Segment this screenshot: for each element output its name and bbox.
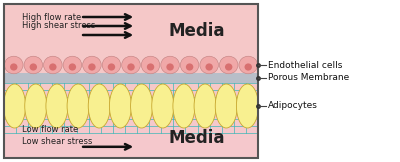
Bar: [4, 4, 258, 158]
Ellipse shape: [63, 56, 82, 74]
Ellipse shape: [49, 63, 56, 71]
Text: Porous Membrane: Porous Membrane: [268, 74, 349, 82]
Ellipse shape: [147, 63, 154, 71]
Text: High shear stress: High shear stress: [22, 22, 95, 30]
Ellipse shape: [88, 84, 110, 128]
Text: Low shear stress: Low shear stress: [22, 137, 92, 146]
Ellipse shape: [30, 63, 37, 71]
Ellipse shape: [69, 63, 76, 71]
Ellipse shape: [83, 56, 101, 74]
Ellipse shape: [194, 84, 216, 128]
Ellipse shape: [46, 84, 68, 128]
Bar: [4, 4, 258, 158]
Text: Low flow rate: Low flow rate: [22, 126, 78, 134]
Ellipse shape: [10, 63, 18, 71]
Ellipse shape: [236, 84, 258, 128]
Ellipse shape: [152, 84, 174, 128]
Ellipse shape: [122, 56, 140, 74]
Ellipse shape: [200, 56, 218, 74]
Ellipse shape: [44, 56, 62, 74]
Bar: [4, 73, 258, 83]
Text: Adipocytes: Adipocytes: [268, 102, 318, 110]
Ellipse shape: [215, 84, 237, 128]
Ellipse shape: [166, 63, 174, 71]
Text: High flow rate: High flow rate: [22, 12, 81, 22]
Ellipse shape: [4, 84, 26, 128]
Ellipse shape: [110, 84, 132, 128]
Text: Media: Media: [169, 129, 225, 147]
Ellipse shape: [4, 56, 23, 74]
Text: Media: Media: [169, 22, 225, 40]
Ellipse shape: [67, 84, 89, 128]
Ellipse shape: [24, 56, 42, 74]
Ellipse shape: [225, 63, 232, 71]
Ellipse shape: [102, 56, 121, 74]
Ellipse shape: [220, 56, 238, 74]
Ellipse shape: [108, 63, 115, 71]
Ellipse shape: [180, 56, 199, 74]
Ellipse shape: [141, 56, 160, 74]
Ellipse shape: [161, 56, 179, 74]
Ellipse shape: [127, 63, 135, 71]
Ellipse shape: [88, 63, 96, 71]
Ellipse shape: [244, 63, 252, 71]
Text: Endothelial cells: Endothelial cells: [268, 60, 342, 69]
Ellipse shape: [186, 63, 193, 71]
Ellipse shape: [239, 56, 258, 74]
Bar: [4, 118, 258, 158]
Ellipse shape: [173, 84, 195, 128]
Ellipse shape: [130, 84, 152, 128]
Ellipse shape: [206, 63, 213, 71]
Ellipse shape: [25, 84, 47, 128]
